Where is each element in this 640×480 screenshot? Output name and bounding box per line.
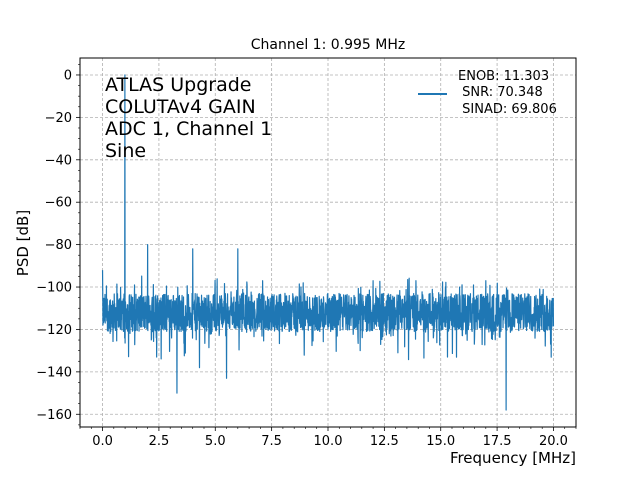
x-tick-label: 0.0: [92, 434, 113, 449]
y-tick-label: −160: [36, 408, 72, 423]
x-tick-label: 7.5: [261, 434, 282, 449]
y-tick-label: −20: [45, 111, 72, 126]
x-tick-label: 10.0: [314, 434, 343, 449]
x-tick-label: 17.5: [483, 434, 512, 449]
y-tick-label: −120: [36, 323, 72, 338]
y-axis: 0 −20 −40 −60 −80 −100 −120 −140 −160: [36, 64, 80, 426]
x-axis-label: Frequency [MHz]: [450, 449, 576, 467]
annotation-line-4: Sine: [105, 140, 146, 162]
y-tick-label: 0: [64, 68, 72, 83]
grid: [80, 58, 576, 427]
annotation-line-3: ADC 1, Channel 1: [105, 118, 272, 140]
psd-line: [101, 74, 555, 411]
annotation: ATLAS Upgrade COLUTAv4 GAIN ADC 1, Chann…: [105, 74, 272, 162]
legend-line-1: ENOB: 11.303: [458, 69, 549, 84]
annotation-line-2: COLUTAv4 GAIN: [105, 96, 256, 118]
y-tick-label: −100: [36, 281, 72, 296]
x-tick-label: 15.0: [426, 434, 455, 449]
legend-line-2: SNR: 70.348: [458, 85, 543, 100]
legend: ENOB: 11.303 SNR: 70.348 SINAD: 69.806: [418, 69, 557, 117]
y-tick-label: −60: [45, 196, 72, 211]
x-axis: 0.0 2.5 5.0 7.5 10.0 12.5 15.0 17.5 20.0: [79, 427, 577, 449]
annotation-line-1: ATLAS Upgrade: [105, 74, 251, 96]
y-tick-label: −140: [36, 365, 72, 380]
x-tick-label: 5.0: [205, 434, 226, 449]
y-tick-label: −40: [45, 153, 72, 168]
x-tick-label: 2.5: [149, 434, 170, 449]
x-tick-label: 20.0: [539, 434, 568, 449]
series-psd: [101, 74, 555, 411]
y-tick-label: −80: [45, 238, 72, 253]
y-axis-label: PSD [dB]: [14, 210, 32, 276]
chart-title: Channel 1: 0.995 MHz: [251, 37, 406, 53]
x-tick-label: 12.5: [370, 434, 399, 449]
legend-line-3: SINAD: 69.806: [458, 102, 557, 117]
